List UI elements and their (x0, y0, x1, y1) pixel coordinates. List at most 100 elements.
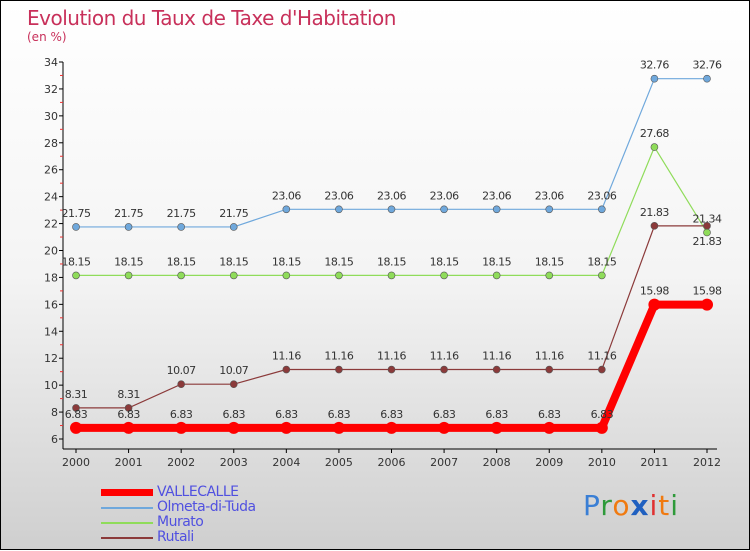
data-label: 23.06 (324, 189, 353, 202)
data-point (282, 271, 291, 280)
data-label: 6.83 (328, 408, 351, 421)
data-point (438, 421, 451, 434)
data-label: 21.75 (167, 207, 196, 220)
y-tick-label: 12 (44, 352, 58, 365)
y-tick-label: 10 (44, 379, 58, 392)
data-label: 18.15 (62, 255, 91, 268)
data-label: 11.16 (324, 350, 353, 363)
y-tick-label: 14 (44, 325, 58, 338)
data-point (492, 205, 501, 214)
x-tick-label: 2005 (325, 456, 353, 469)
data-point (177, 223, 185, 231)
data-point (492, 271, 501, 280)
logo-letter: t (658, 489, 671, 522)
y-tick-label: 22 (44, 218, 58, 231)
y-tick-label: 24 (44, 191, 58, 204)
y-tick-label: 6 (51, 433, 58, 446)
chart-subtitle: (en %) (27, 30, 67, 44)
data-point (650, 74, 659, 83)
data-point (124, 404, 133, 412)
data-point (229, 271, 238, 280)
data-label: 6.83 (275, 408, 298, 421)
legend-swatch (101, 506, 153, 509)
y-tick-label: 20 (44, 245, 58, 258)
data-point (229, 223, 238, 231)
data-point (124, 223, 133, 231)
data-point (598, 271, 606, 280)
data-point (545, 205, 554, 214)
data-point (490, 421, 503, 434)
chart-title: Evolution du Taux de Taxe d'Habitation (27, 6, 396, 30)
data-label: 11.16 (377, 350, 406, 363)
x-tick-label: 2011 (640, 456, 668, 469)
legend-label: Olmeta-di-Tuda (157, 499, 256, 515)
data-point (280, 421, 293, 434)
data-point (545, 271, 554, 280)
data-point (595, 421, 608, 434)
series-line-rutali (76, 225, 707, 409)
data-label: 6.83 (538, 408, 561, 421)
data-point (492, 365, 501, 374)
data-label: 6.83 (485, 408, 508, 421)
data-point (385, 421, 398, 434)
y-tick-label: 26 (44, 164, 58, 177)
legend-item: VALLECALLE (101, 485, 256, 500)
data-label: 18.15 (324, 255, 353, 268)
x-tick-label: 2012 (693, 456, 721, 469)
data-label: 21.34 (693, 212, 722, 225)
x-tick-label: 2004 (272, 456, 300, 469)
data-label: 8.31 (65, 388, 88, 401)
legend-item: Rutali (101, 530, 256, 545)
data-point (70, 421, 82, 434)
data-label: 23.06 (377, 189, 406, 202)
data-label: 6.83 (380, 408, 403, 421)
data-label: 23.06 (535, 189, 564, 202)
legend: VALLECALLE Olmeta-di-Tuda Murato Rutali (101, 485, 256, 545)
data-label: 18.15 (587, 255, 616, 268)
data-point (598, 205, 606, 214)
data-label: 8.31 (117, 388, 140, 401)
data-point (122, 421, 135, 434)
data-label: 11.16 (482, 350, 511, 363)
legend-swatch (101, 536, 153, 539)
data-point (175, 421, 188, 434)
data-point (387, 205, 396, 214)
data-label: 21.75 (219, 207, 248, 220)
data-label: 21.83 (693, 235, 722, 248)
logo-letter: P (583, 489, 601, 522)
data-point (440, 205, 448, 214)
data-label: 23.06 (482, 189, 511, 202)
data-point (335, 205, 343, 214)
data-label: 11.16 (587, 350, 616, 363)
data-label: 18.15 (377, 255, 406, 268)
data-label: 18.15 (219, 255, 248, 268)
data-point (335, 271, 343, 280)
data-point (335, 365, 343, 374)
data-label: 18.15 (482, 255, 511, 268)
legend-swatch (101, 489, 153, 496)
x-tick-label: 2006 (378, 456, 406, 469)
data-label: 15.98 (640, 285, 669, 298)
data-point (440, 365, 448, 374)
y-tick-label: 18 (44, 271, 58, 284)
data-point (545, 365, 554, 374)
data-point (229, 380, 238, 389)
data-point (282, 365, 291, 374)
y-tick-label: 28 (44, 137, 58, 150)
legend-label: Rutali (157, 529, 194, 545)
y-tick-label: 34 (44, 56, 58, 69)
proxiti-logo: Proxiti (583, 489, 679, 522)
data-point (177, 380, 185, 389)
data-point (543, 421, 556, 434)
data-label: 6.83 (65, 408, 88, 421)
data-label: 15.98 (693, 285, 722, 298)
logo-letter: x (630, 489, 650, 522)
data-point (598, 365, 606, 374)
logo-letter: r (600, 489, 613, 522)
data-point (703, 222, 711, 230)
data-point (227, 421, 240, 434)
data-point (440, 271, 448, 280)
data-label: 32.76 (693, 59, 722, 72)
